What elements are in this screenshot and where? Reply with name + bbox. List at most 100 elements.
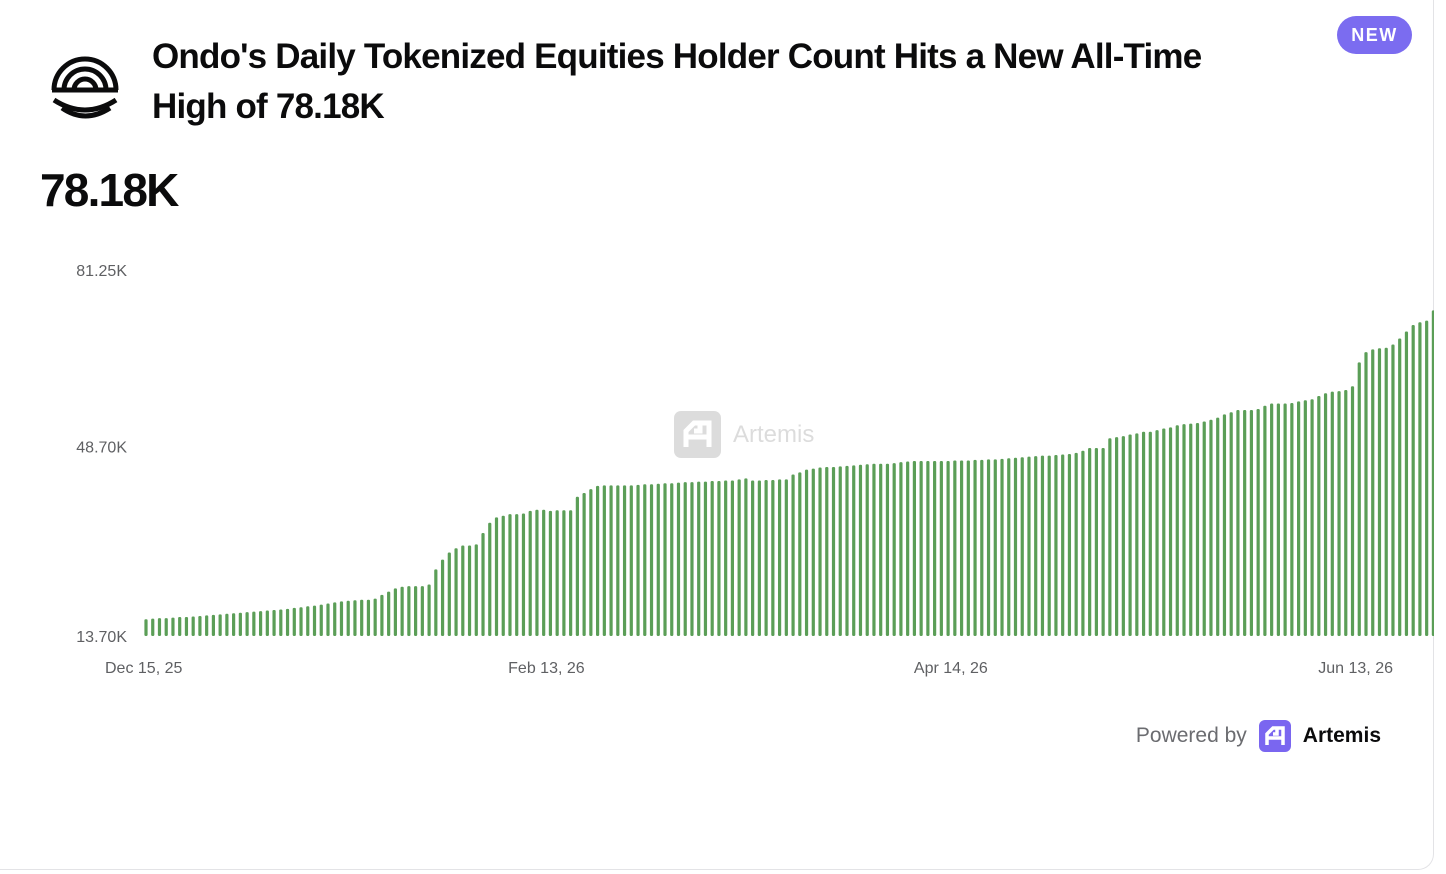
chart-bar[interactable] bbox=[306, 606, 310, 636]
chart-bar[interactable] bbox=[198, 615, 202, 636]
chart-bar[interactable] bbox=[1216, 417, 1220, 636]
chart-bar[interactable] bbox=[1229, 412, 1233, 636]
chart-bar[interactable] bbox=[825, 466, 829, 636]
chart-bar[interactable] bbox=[1364, 352, 1368, 636]
chart-bar[interactable] bbox=[1377, 348, 1382, 636]
chart-bar[interactable] bbox=[751, 480, 755, 637]
chart-bar[interactable] bbox=[818, 467, 822, 636]
chart-bar[interactable] bbox=[879, 463, 883, 636]
chart-bar[interactable] bbox=[420, 586, 424, 636]
chart-bar[interactable] bbox=[993, 459, 997, 636]
chart-bar[interactable] bbox=[191, 616, 195, 636]
chart-bar[interactable] bbox=[1317, 395, 1321, 636]
chart-bar[interactable] bbox=[339, 601, 344, 636]
chart-bar[interactable] bbox=[683, 482, 687, 636]
chart-bar[interactable] bbox=[1013, 457, 1018, 636]
chart-bar[interactable] bbox=[986, 459, 991, 636]
chart-bar[interactable] bbox=[1371, 349, 1375, 636]
chart-bar[interactable] bbox=[575, 496, 579, 636]
chart-bar[interactable] bbox=[1094, 447, 1098, 636]
chart-bar[interactable] bbox=[488, 522, 492, 636]
chart-bar[interactable] bbox=[1081, 450, 1085, 636]
chart-bar[interactable] bbox=[1297, 401, 1301, 636]
chart-bar[interactable] bbox=[946, 460, 950, 636]
chart-bar[interactable] bbox=[1115, 437, 1119, 636]
chart-bar[interactable] bbox=[1350, 386, 1355, 636]
chart-bar[interactable] bbox=[710, 481, 714, 636]
chart-bar[interactable] bbox=[151, 618, 155, 636]
chart-bar[interactable] bbox=[164, 618, 168, 636]
chart-bar[interactable] bbox=[865, 464, 869, 636]
chart-bar[interactable] bbox=[703, 481, 708, 636]
chart-bar[interactable] bbox=[636, 484, 640, 636]
chart-bar[interactable] bbox=[744, 478, 748, 636]
chart-bar[interactable] bbox=[279, 609, 283, 636]
chart-bar[interactable] bbox=[609, 485, 613, 636]
chart-bar[interactable] bbox=[838, 466, 842, 636]
chart-bar[interactable] bbox=[663, 483, 667, 636]
chart-bar[interactable] bbox=[467, 545, 472, 636]
chart-bar[interactable] bbox=[1155, 430, 1159, 636]
chart-bar[interactable] bbox=[858, 464, 863, 636]
chart-bar[interactable] bbox=[1128, 434, 1132, 636]
chart-bar[interactable] bbox=[1404, 331, 1409, 637]
chart-bar[interactable] bbox=[400, 586, 404, 636]
chart-bar[interactable] bbox=[562, 510, 566, 636]
chart-bar[interactable] bbox=[238, 612, 242, 636]
chart-bar[interactable] bbox=[757, 480, 761, 637]
chart-bar[interactable] bbox=[211, 614, 215, 636]
chart-bar[interactable] bbox=[1303, 400, 1307, 636]
chart-bar[interactable] bbox=[528, 510, 532, 636]
chart-bar[interactable] bbox=[1330, 391, 1334, 636]
powered-by[interactable]: Powered by Artemis bbox=[1136, 719, 1381, 753]
chart-bar[interactable] bbox=[1175, 425, 1179, 636]
chart-bar[interactable] bbox=[1290, 403, 1294, 636]
chart-bar[interactable] bbox=[1337, 391, 1341, 636]
chart-bar[interactable] bbox=[959, 460, 964, 636]
chart-bar[interactable] bbox=[225, 613, 229, 636]
chart-bar[interactable] bbox=[1431, 310, 1434, 636]
chart-bar[interactable] bbox=[171, 617, 175, 636]
chart-bar[interactable] bbox=[380, 594, 384, 636]
chart-bar[interactable] bbox=[717, 481, 721, 636]
chart-bar[interactable] bbox=[939, 460, 943, 636]
chart-bar[interactable] bbox=[697, 481, 701, 636]
chart-bar[interactable] bbox=[501, 515, 505, 636]
chart-bar[interactable] bbox=[555, 510, 559, 636]
chart-bar[interactable] bbox=[953, 460, 957, 636]
chart-bar[interactable] bbox=[582, 492, 586, 636]
chart-bar[interactable] bbox=[1141, 431, 1146, 636]
chart-bar[interactable] bbox=[218, 614, 222, 636]
chart-bar[interactable] bbox=[602, 485, 606, 636]
chart-bar[interactable] bbox=[1074, 452, 1078, 636]
chart-bar[interactable] bbox=[1276, 403, 1280, 636]
chart-bar[interactable] bbox=[1135, 433, 1139, 636]
chart-bar[interactable] bbox=[1263, 405, 1267, 636]
chart-bar[interactable] bbox=[622, 485, 627, 636]
chart-bar[interactable] bbox=[1310, 399, 1314, 636]
chart-bar[interactable] bbox=[1061, 454, 1065, 636]
chart-bar[interactable] bbox=[1148, 431, 1152, 636]
chart-bar[interactable] bbox=[629, 485, 633, 636]
chart-bar[interactable] bbox=[845, 465, 849, 636]
chart-bar[interactable] bbox=[1222, 414, 1227, 636]
chart-bar[interactable] bbox=[299, 607, 303, 636]
chart-bar[interactable] bbox=[144, 619, 148, 636]
chart-bar[interactable] bbox=[508, 514, 512, 636]
chart-bar[interactable] bbox=[366, 599, 371, 636]
chart-bar[interactable] bbox=[205, 615, 209, 636]
chart-bar[interactable] bbox=[440, 559, 445, 636]
chart-bar[interactable] bbox=[1398, 338, 1402, 636]
chart-bar[interactable] bbox=[535, 509, 539, 636]
chart-bar[interactable] bbox=[885, 463, 890, 636]
chart-bar[interactable] bbox=[643, 484, 647, 636]
chart-bar[interactable] bbox=[1067, 453, 1072, 636]
chart-bar[interactable] bbox=[1243, 410, 1247, 636]
chart-bar[interactable] bbox=[966, 460, 970, 636]
chart-bar[interactable] bbox=[1411, 324, 1415, 636]
chart-bar[interactable] bbox=[178, 617, 182, 636]
chart-bar[interactable] bbox=[771, 479, 775, 636]
chart-bar[interactable] bbox=[1007, 458, 1011, 636]
chart-bar[interactable] bbox=[292, 607, 296, 636]
chart-bar[interactable] bbox=[919, 460, 923, 636]
